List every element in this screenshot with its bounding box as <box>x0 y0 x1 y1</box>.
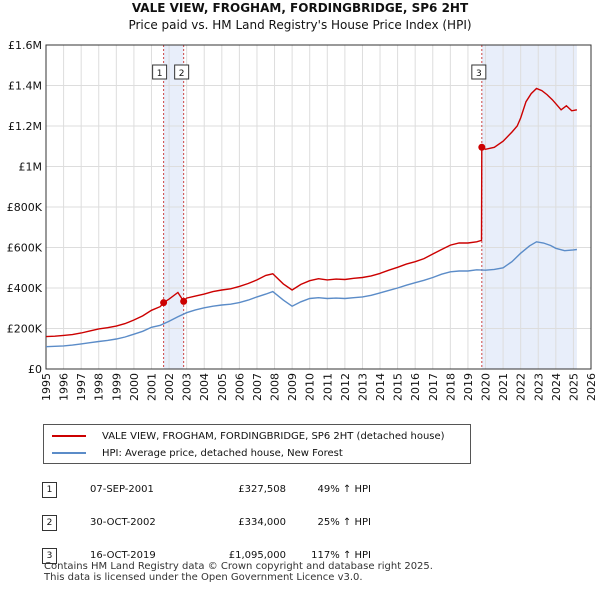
plot-frame <box>45 44 592 370</box>
legend-swatch-price <box>52 435 86 437</box>
x-tick-label: 2026 <box>585 373 598 401</box>
x-tick-label: 2002 <box>163 373 176 401</box>
x-tick-label: 2008 <box>269 373 282 401</box>
transaction-price: £1,095,000 <box>228 550 286 561</box>
y-tick-label: £800K <box>7 201 43 214</box>
x-tick-label: 1995 <box>40 373 53 401</box>
x-tick-label: 2005 <box>216 373 229 401</box>
x-tick-label: 2019 <box>462 373 475 401</box>
x-tick-label: 2021 <box>497 373 510 401</box>
x-tick-label: 2022 <box>515 373 528 401</box>
x-tick-label: 2014 <box>374 373 387 401</box>
x-tick-label: 2018 <box>444 373 457 401</box>
x-tick-label: 2015 <box>392 373 405 401</box>
legend-label-price: VALE VIEW, FROGHAM, FORDINGBRIDGE, SP6 2… <box>102 430 445 442</box>
transaction-badge: 2 <box>42 514 57 531</box>
transaction-date: 16-OCT-2019 <box>90 550 156 561</box>
x-tick-label: 2003 <box>181 373 194 401</box>
transaction-badge: 3 <box>42 547 57 564</box>
annotation-badge <box>471 64 487 80</box>
x-tick-label: 1996 <box>58 373 71 401</box>
table-row: 3 16-OCT-2019 £1,095,000 117% ↑ HPI <box>42 539 371 572</box>
transaction-price: £334,000 <box>238 517 286 528</box>
table-row: 2 30-OCT-2002 £334,000 25% ↑ HPI <box>42 506 371 539</box>
x-tick-label: 2024 <box>550 373 563 401</box>
x-tick-label: 2016 <box>409 373 422 401</box>
annotation-label: 3 <box>476 69 482 79</box>
y-tick-label: £1.6M <box>8 39 42 52</box>
x-tick-label: 2017 <box>427 373 440 401</box>
x-tick-label: 2025 <box>567 373 580 401</box>
x-tick-label: 2000 <box>128 373 141 401</box>
transaction-date: 30-OCT-2002 <box>90 517 156 528</box>
annotation-label: 2 <box>179 69 185 79</box>
y-tick-label: £0 <box>28 363 42 376</box>
transaction-price: £327,508 <box>238 484 286 495</box>
price-line <box>45 87 578 338</box>
y-tick-label: £200K <box>7 323 43 336</box>
x-tick-label: 2020 <box>480 373 493 401</box>
x-tick-label: 2009 <box>286 373 299 401</box>
annotation-badge <box>174 64 190 80</box>
transaction-badge: 1 <box>42 481 57 498</box>
x-tick-label: 2013 <box>356 373 369 401</box>
legend-item-hpi: HPI: Average price, detached house, New … <box>44 444 343 462</box>
sale-point <box>160 299 168 307</box>
x-tick-label: 1998 <box>93 373 106 401</box>
transaction-hpi: 49% ↑ HPI <box>317 484 371 495</box>
y-tick-label: £1.4M <box>8 80 42 93</box>
x-tick-label: 2012 <box>339 373 352 401</box>
transaction-date: 07-SEP-2001 <box>90 484 154 495</box>
sale-point <box>180 297 188 305</box>
y-tick-label: £400K <box>7 282 43 295</box>
footer-licence: This data is licensed under the Open Gov… <box>44 572 363 583</box>
legend-item-price: VALE VIEW, FROGHAM, FORDINGBRIDGE, SP6 2… <box>44 427 445 445</box>
annotation-badge <box>152 64 168 80</box>
x-tick-label: 2006 <box>233 373 246 401</box>
chart-title: VALE VIEW, FROGHAM, FORDINGBRIDGE, SP6 2… <box>131 1 469 15</box>
footer-copyright: Contains HM Land Registry data © Crown c… <box>44 561 433 572</box>
x-tick-label: 1999 <box>110 373 123 401</box>
transactions-table: 1 07-SEP-2001 £327,508 49% ↑ HPI 2 30-OC… <box>42 473 371 572</box>
chart-subtitle: Price paid vs. HM Land Registry's House … <box>128 18 472 32</box>
chart-legend: VALE VIEW, FROGHAM, FORDINGBRIDGE, SP6 2… <box>43 424 471 464</box>
legend-label-hpi: HPI: Average price, detached house, New … <box>102 447 343 459</box>
y-tick-label: £1.2M <box>8 120 42 133</box>
x-tick-label: 2004 <box>198 373 211 401</box>
x-tick-label: 2023 <box>532 373 545 401</box>
legend-swatch-hpi <box>52 452 86 454</box>
price-chart: £0 £200K £400K £600K £800K £1M £1.2M £1.4M £1.6M… <box>7 39 598 401</box>
y-tick-label: £1M <box>19 161 43 174</box>
hpi-line <box>45 241 577 348</box>
x-tick-label: 2007 <box>251 373 264 401</box>
transaction-hpi: 117% ↑ HPI <box>311 550 371 561</box>
x-tick-label: 1997 <box>75 373 88 401</box>
sale-point <box>478 143 486 151</box>
x-tick-label: 2010 <box>304 373 317 401</box>
x-tick-label: 2011 <box>321 373 334 401</box>
annotation-label: 1 <box>157 69 163 79</box>
table-row: 1 07-SEP-2001 £327,508 49% ↑ HPI <box>42 473 371 506</box>
x-tick-label: 2001 <box>145 373 158 401</box>
footer: Contains HM Land Registry data © Crown c… <box>44 561 433 583</box>
transaction-hpi: 25% ↑ HPI <box>317 517 371 528</box>
y-tick-label: £600K <box>7 242 43 255</box>
